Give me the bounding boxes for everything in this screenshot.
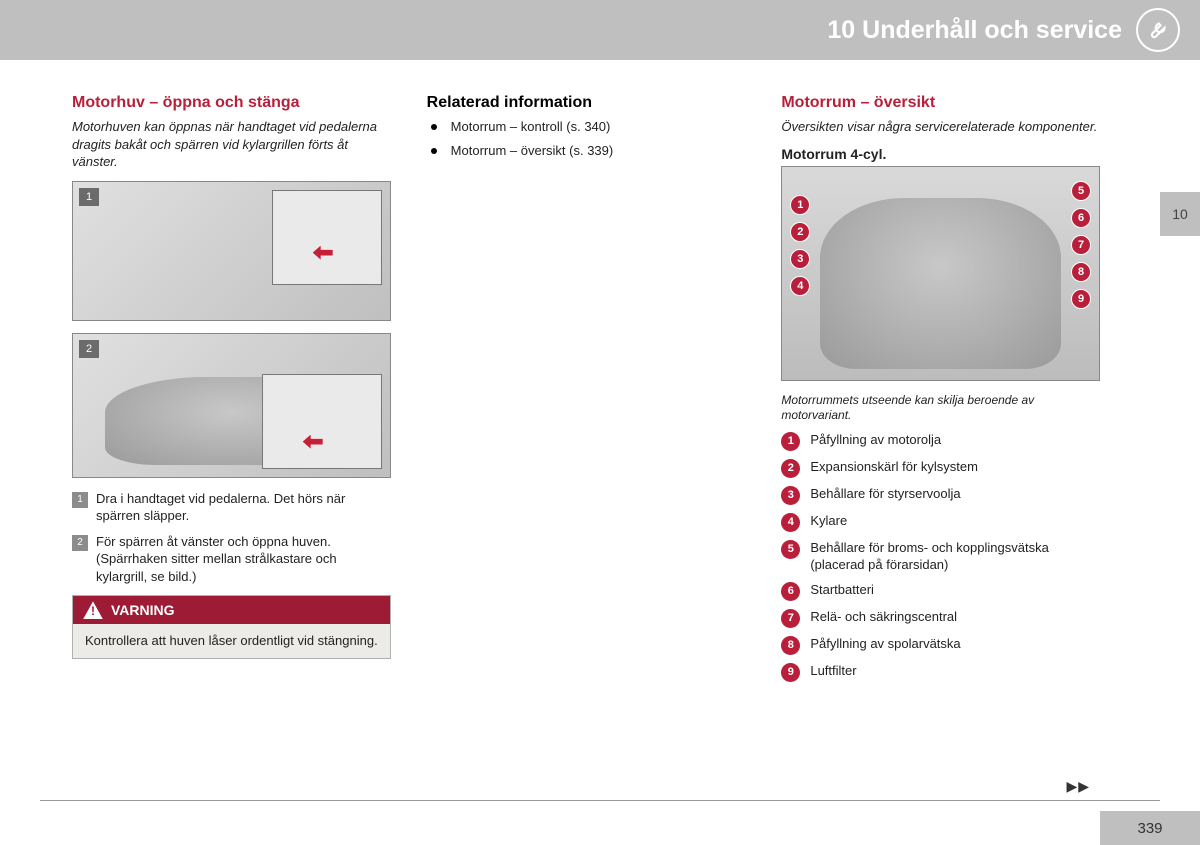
- engine-callouts-left: 1 2 3 4: [790, 195, 810, 296]
- warning-label: VARNING: [111, 602, 175, 618]
- item-badge: 2: [781, 459, 800, 478]
- step-row: 2 För spärren åt vänster och öppna huven…: [72, 533, 391, 586]
- component-item: 8 Påfyllning av spolarvätska: [781, 636, 1100, 655]
- item-badge: 4: [781, 513, 800, 532]
- component-item: 9 Luftfilter: [781, 663, 1100, 682]
- left-heading: Motorhuv – öppna och stänga: [72, 94, 391, 112]
- callout-badge: 7: [1071, 235, 1091, 255]
- component-item: 7 Relä- och säkringscentral: [781, 609, 1100, 628]
- figure-caption: Motorrummets utseende kan skilja beroend…: [781, 393, 1100, 424]
- content-area: Motorhuv – öppna och stänga Motorhuven k…: [72, 94, 1100, 785]
- page-number-value: 339: [1137, 820, 1162, 837]
- step-number: 2: [72, 535, 88, 551]
- item-text: Relä- och säkringscentral: [810, 609, 957, 626]
- item-text: Behållare för broms- och kopplingsvätska…: [810, 540, 1100, 574]
- step-list: 1 Dra i handtaget vid pedalerna. Det hör…: [72, 490, 391, 586]
- related-item: Motorrum – kontroll (s. 340): [431, 118, 746, 136]
- component-item: 2 Expansionskärl för kylsystem: [781, 459, 1100, 478]
- figure-engine-compartment: 1 2 3 4 5 6 7 8 9: [781, 166, 1100, 381]
- right-intro: Översikten visar några servicerelaterade…: [781, 118, 1100, 136]
- component-list: 1 Påfyllning av motorolja 2 Expansionskärl…: [781, 432, 1100, 682]
- left-intro: Motorhuven kan öppnas när handtaget vid …: [72, 118, 391, 171]
- continued-marker: ▶▶: [1066, 778, 1090, 795]
- warning-box: VARNING Kontrollera att huven låser orde…: [72, 595, 391, 659]
- column-right: Motorrum – översikt Översikten visar någ…: [781, 94, 1100, 785]
- item-badge: 8: [781, 636, 800, 655]
- wrench-icon: [1136, 8, 1180, 52]
- callout-badge: 4: [790, 276, 810, 296]
- item-badge: 1: [781, 432, 800, 451]
- arrow-icon: [313, 246, 333, 260]
- item-badge: 7: [781, 609, 800, 628]
- step-text: För spärren åt vänster och öppna huven. …: [96, 533, 391, 586]
- related-text: Motorrum – kontroll (s. 340): [451, 118, 611, 136]
- figure-tag-1: 1: [79, 188, 99, 206]
- related-list: Motorrum – kontroll (s. 340) Motorrum – …: [427, 118, 746, 160]
- right-heading: Motorrum – översikt: [781, 94, 1100, 112]
- side-tab-label: 10: [1172, 206, 1188, 222]
- related-text: Motorrum – översikt (s. 339): [451, 142, 614, 160]
- item-text: Kylare: [810, 513, 847, 530]
- footer-divider: [40, 800, 1160, 801]
- callout-badge: 3: [790, 249, 810, 269]
- figure-hood-release-2: 2: [72, 333, 391, 478]
- chapter-title: 10 Underhåll och service: [827, 16, 1122, 45]
- figure-2-inset: [262, 374, 382, 469]
- item-text: Påfyllning av motorolja: [810, 432, 941, 449]
- arrow-icon: [303, 435, 323, 449]
- component-item: 4 Kylare: [781, 513, 1100, 532]
- related-heading: Relaterad information: [427, 94, 746, 112]
- item-text: Påfyllning av spolarvätska: [810, 636, 960, 653]
- engine-subheading: Motorrum 4-cyl.: [781, 146, 1100, 162]
- engine-illustration: [820, 198, 1061, 368]
- warning-body: Kontrollera att huven låser ordentligt v…: [73, 624, 390, 658]
- item-text: Behållare för styrservoolja: [810, 486, 960, 503]
- bullet-icon: [431, 124, 437, 130]
- item-text: Startbatteri: [810, 582, 874, 599]
- figure-1-inset: [272, 190, 382, 285]
- bullet-icon: [431, 148, 437, 154]
- header-band: 10 Underhåll och service: [0, 0, 1200, 60]
- related-item: Motorrum – översikt (s. 339): [431, 142, 746, 160]
- callout-badge: 2: [790, 222, 810, 242]
- warning-header: VARNING: [73, 596, 390, 624]
- warning-triangle-icon: [83, 601, 103, 619]
- figure-tag-2: 2: [79, 340, 99, 358]
- component-item: 3 Behållare för styrservoolja: [781, 486, 1100, 505]
- callout-badge: 5: [1071, 181, 1091, 201]
- page-number: 339: [1100, 811, 1200, 845]
- component-item: 6 Startbatteri: [781, 582, 1100, 601]
- step-row: 1 Dra i handtaget vid pedalerna. Det hör…: [72, 490, 391, 525]
- engine-callouts-right: 5 6 7 8 9: [1071, 181, 1091, 309]
- figure-hood-release-1: 1: [72, 181, 391, 321]
- item-text: Luftfilter: [810, 663, 856, 680]
- item-badge: 6: [781, 582, 800, 601]
- item-badge: 9: [781, 663, 800, 682]
- column-middle: Relaterad information Motorrum – kontrol…: [427, 94, 746, 785]
- callout-badge: 6: [1071, 208, 1091, 228]
- callout-badge: 1: [790, 195, 810, 215]
- item-badge: 5: [781, 540, 800, 559]
- step-number: 1: [72, 492, 88, 508]
- side-tab: 10: [1160, 192, 1200, 236]
- callout-badge: 8: [1071, 262, 1091, 282]
- step-text: Dra i handtaget vid pedalerna. Det hörs …: [96, 490, 391, 525]
- item-badge: 3: [781, 486, 800, 505]
- component-item: 5 Behållare för broms- och kopplingsvätsk…: [781, 540, 1100, 574]
- callout-badge: 9: [1071, 289, 1091, 309]
- component-item: 1 Påfyllning av motorolja: [781, 432, 1100, 451]
- column-left: Motorhuv – öppna och stänga Motorhuven k…: [72, 94, 391, 785]
- item-text: Expansionskärl för kylsystem: [810, 459, 978, 476]
